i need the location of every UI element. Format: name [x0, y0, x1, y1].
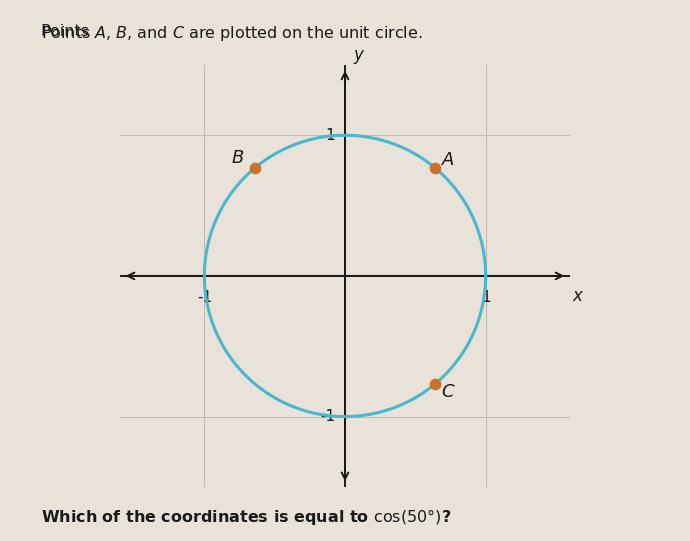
Text: -1: -1: [197, 290, 212, 305]
Text: Which of the coordinates is equal to $\cos(50°)$?: Which of the coordinates is equal to $\c…: [41, 507, 452, 527]
Text: x: x: [573, 287, 583, 305]
Text: Points $\it{A}$, $\it{B}$, and $\it{C}$ are plotted on the unit circle.: Points $\it{A}$, $\it{B}$, and $\it{C}$ …: [41, 24, 423, 43]
Text: $\it{B}$: $\it{B}$: [231, 149, 244, 167]
Text: $\it{A}$: $\it{A}$: [441, 151, 455, 169]
Point: [249, 164, 260, 173]
Point: [430, 164, 441, 173]
Text: -1: -1: [320, 409, 335, 424]
Text: 1: 1: [326, 128, 335, 143]
Text: 1: 1: [481, 290, 491, 305]
Text: $\it{C}$: $\it{C}$: [441, 383, 455, 401]
Text: Points: Points: [41, 24, 95, 39]
Point: [430, 379, 441, 388]
Text: y: y: [353, 45, 364, 63]
